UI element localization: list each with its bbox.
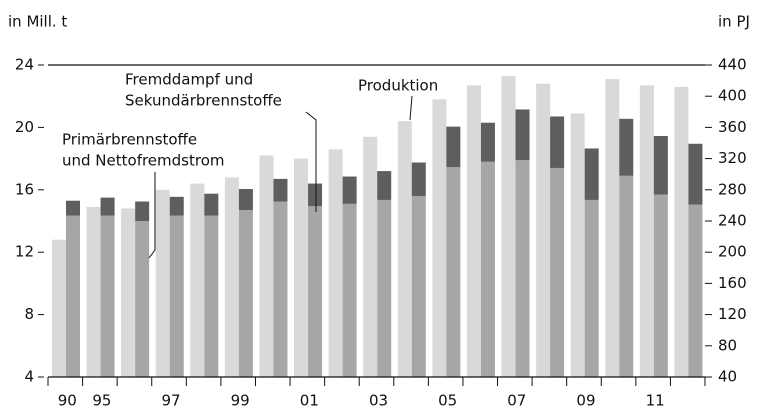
bar-segment <box>584 199 599 377</box>
x-tick-label: 99 <box>231 392 250 410</box>
y2-tick-label: 40 <box>718 368 737 386</box>
bar-segment <box>377 199 392 377</box>
y2-tick-label: 120 <box>718 305 747 323</box>
y-tick-label: 12 <box>15 243 34 261</box>
y2-tick-label: 200 <box>718 243 747 261</box>
y2-tick-label: 240 <box>718 212 747 230</box>
bar-segment <box>204 193 219 216</box>
bar <box>259 155 274 377</box>
bar <box>501 75 516 378</box>
bar-segment <box>515 160 530 377</box>
bar-segment <box>169 215 184 377</box>
y2-axis-label: in PJ <box>718 13 750 31</box>
bar <box>605 79 620 377</box>
bar-segment <box>446 167 461 377</box>
bar-segment <box>342 203 357 377</box>
bars <box>52 75 703 378</box>
y-tick-label: 24 <box>15 56 34 74</box>
bar-segment <box>411 196 426 377</box>
bar-segment <box>584 148 599 200</box>
bar <box>466 85 481 377</box>
bar-segment <box>238 189 253 211</box>
y2-tick-label: 280 <box>718 180 747 198</box>
x-tick-label: 95 <box>92 392 111 410</box>
y2-tick-label: 400 <box>718 87 747 105</box>
y2-tick-label: 80 <box>718 336 737 354</box>
bar <box>52 239 66 377</box>
bar <box>155 189 170 377</box>
bar <box>121 208 136 377</box>
y-tick-label: 4 <box>24 368 34 386</box>
bar <box>190 183 205 377</box>
bar <box>397 121 412 377</box>
bar-segment <box>550 116 565 168</box>
x-tick-label: 07 <box>507 392 526 410</box>
bar-segment <box>308 206 323 377</box>
leader-line <box>148 172 156 259</box>
bar-segment <box>308 183 323 207</box>
annotation: Primärbrennstoffe <box>62 131 197 149</box>
bar-segment <box>135 221 150 377</box>
bar-segment <box>550 167 565 377</box>
bar <box>363 136 378 377</box>
bar <box>674 86 689 377</box>
annotation: Sekundärbrennstoffe <box>125 92 282 110</box>
bar-segment <box>273 178 288 202</box>
y-axis-label: in Mill. t <box>8 13 67 31</box>
bar-segment <box>273 201 288 377</box>
bar-segment <box>169 196 184 216</box>
x-tick-label: 09 <box>576 392 595 410</box>
leader-line <box>409 95 413 121</box>
bar-segment <box>619 118 634 176</box>
bar-segment <box>688 143 703 205</box>
bar-segment <box>619 175 634 377</box>
bar-segment <box>66 200 80 216</box>
bar <box>536 83 551 377</box>
bar <box>639 85 654 377</box>
bar-segment <box>480 161 495 377</box>
y-tick-label: 8 <box>24 305 34 323</box>
bar-segment <box>446 126 461 168</box>
y-tick-label: 20 <box>15 118 34 136</box>
bar-segment <box>238 210 253 377</box>
bar-segment <box>411 162 426 197</box>
annotation: und Nettofremdstrom <box>62 152 225 170</box>
bar-segment <box>377 171 392 200</box>
bar-segment <box>66 215 80 377</box>
bar <box>432 99 447 377</box>
leader-line <box>305 111 317 212</box>
bar-segment <box>100 197 115 216</box>
annotation: Produktion <box>358 77 438 95</box>
bar-segment <box>688 204 703 377</box>
x-tick-label: 11 <box>646 392 665 410</box>
x-tick-label: 03 <box>369 392 388 410</box>
bar <box>328 149 343 377</box>
annotation: Fremddampf und <box>125 71 253 89</box>
y2-tick-label: 320 <box>718 149 747 167</box>
bar <box>224 177 239 377</box>
x-tick-label: 05 <box>438 392 457 410</box>
bar-segment <box>653 135 668 195</box>
bar-segment <box>480 122 495 162</box>
x-tick-label: 01 <box>300 392 319 410</box>
bar-segment <box>515 109 530 161</box>
x-tick-label: 97 <box>161 392 180 410</box>
bar <box>86 206 101 377</box>
y2-tick-label: 360 <box>718 118 747 136</box>
bar <box>570 113 585 378</box>
bar-segment <box>342 176 357 204</box>
bar-segment <box>135 201 150 221</box>
bar-segment <box>100 215 115 377</box>
bar-segment <box>653 194 668 377</box>
bar <box>294 158 309 377</box>
y2-tick-label: 440 <box>718 56 747 74</box>
x-tick-label: 90 <box>58 392 77 410</box>
y-tick-label: 16 <box>15 180 34 198</box>
y2-tick-label: 160 <box>718 274 747 292</box>
bar-segment <box>204 215 219 377</box>
